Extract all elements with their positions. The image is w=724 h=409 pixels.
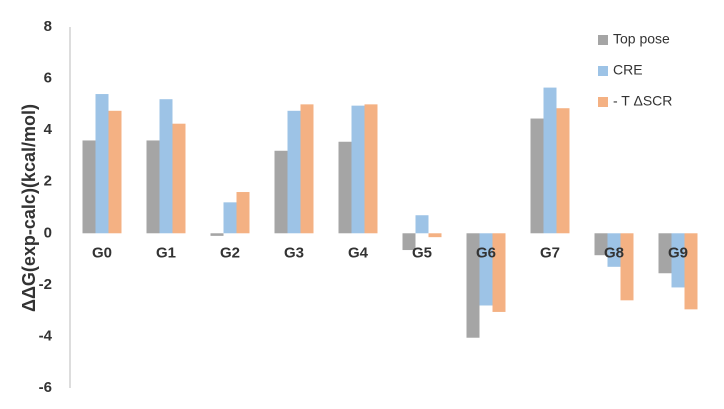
x-tick-label: G8 — [604, 244, 624, 261]
bar — [287, 110, 301, 234]
bar — [671, 233, 685, 288]
y-tick-label: -2 — [39, 276, 52, 293]
legend-label: - T ΔSCR — [613, 93, 672, 109]
bar — [338, 141, 352, 234]
y-tick-label: 2 — [44, 173, 52, 190]
y-tick-label: 8 — [44, 18, 52, 35]
bar — [594, 233, 608, 256]
bar — [364, 104, 378, 234]
bar — [556, 108, 570, 234]
x-tick-label: G4 — [348, 244, 369, 261]
y-tick-label: 6 — [44, 70, 52, 87]
bar — [684, 233, 698, 310]
bar — [146, 140, 160, 234]
bar — [466, 233, 480, 338]
bar — [108, 110, 122, 234]
y-tick-label: -4 — [39, 327, 53, 344]
x-tick-label: G1 — [156, 244, 176, 261]
bar — [607, 233, 621, 267]
y-tick-label: 4 — [44, 121, 53, 138]
bar — [274, 150, 288, 234]
legend-label: CRE — [613, 62, 643, 78]
legend-swatch — [598, 97, 608, 107]
bar — [530, 118, 544, 234]
bar — [236, 192, 250, 234]
bar — [415, 215, 429, 234]
legend-label: Top pose — [613, 31, 670, 47]
bar — [428, 233, 442, 238]
x-tick-label: G6 — [476, 244, 496, 261]
bar — [210, 233, 224, 236]
y-tick-label: 0 — [44, 224, 52, 241]
bar — [300, 104, 314, 234]
legend-swatch — [598, 66, 608, 76]
x-tick-label: G0 — [92, 244, 112, 261]
bar — [172, 123, 186, 234]
y-axis-title: ΔΔG(exp-calc)(kcal/mol) — [19, 104, 39, 312]
x-tick-label: G3 — [284, 244, 304, 261]
bar — [492, 233, 506, 312]
bar — [223, 202, 237, 234]
bar — [620, 233, 634, 301]
x-tick-label: G9 — [668, 244, 688, 261]
bar — [159, 99, 173, 234]
bar — [479, 233, 493, 306]
bar — [95, 94, 109, 234]
y-tick-label: -6 — [39, 379, 52, 396]
legend-swatch — [598, 35, 608, 45]
bar — [402, 233, 416, 251]
x-tick-label: G2 — [220, 244, 240, 261]
bar — [351, 105, 365, 234]
x-tick-label: G7 — [540, 244, 560, 261]
bar — [658, 233, 672, 274]
legend: Top pose CRE - T ΔSCR — [598, 31, 672, 109]
bar — [82, 140, 96, 234]
bar — [543, 87, 557, 234]
x-tick-label: G5 — [412, 244, 432, 261]
